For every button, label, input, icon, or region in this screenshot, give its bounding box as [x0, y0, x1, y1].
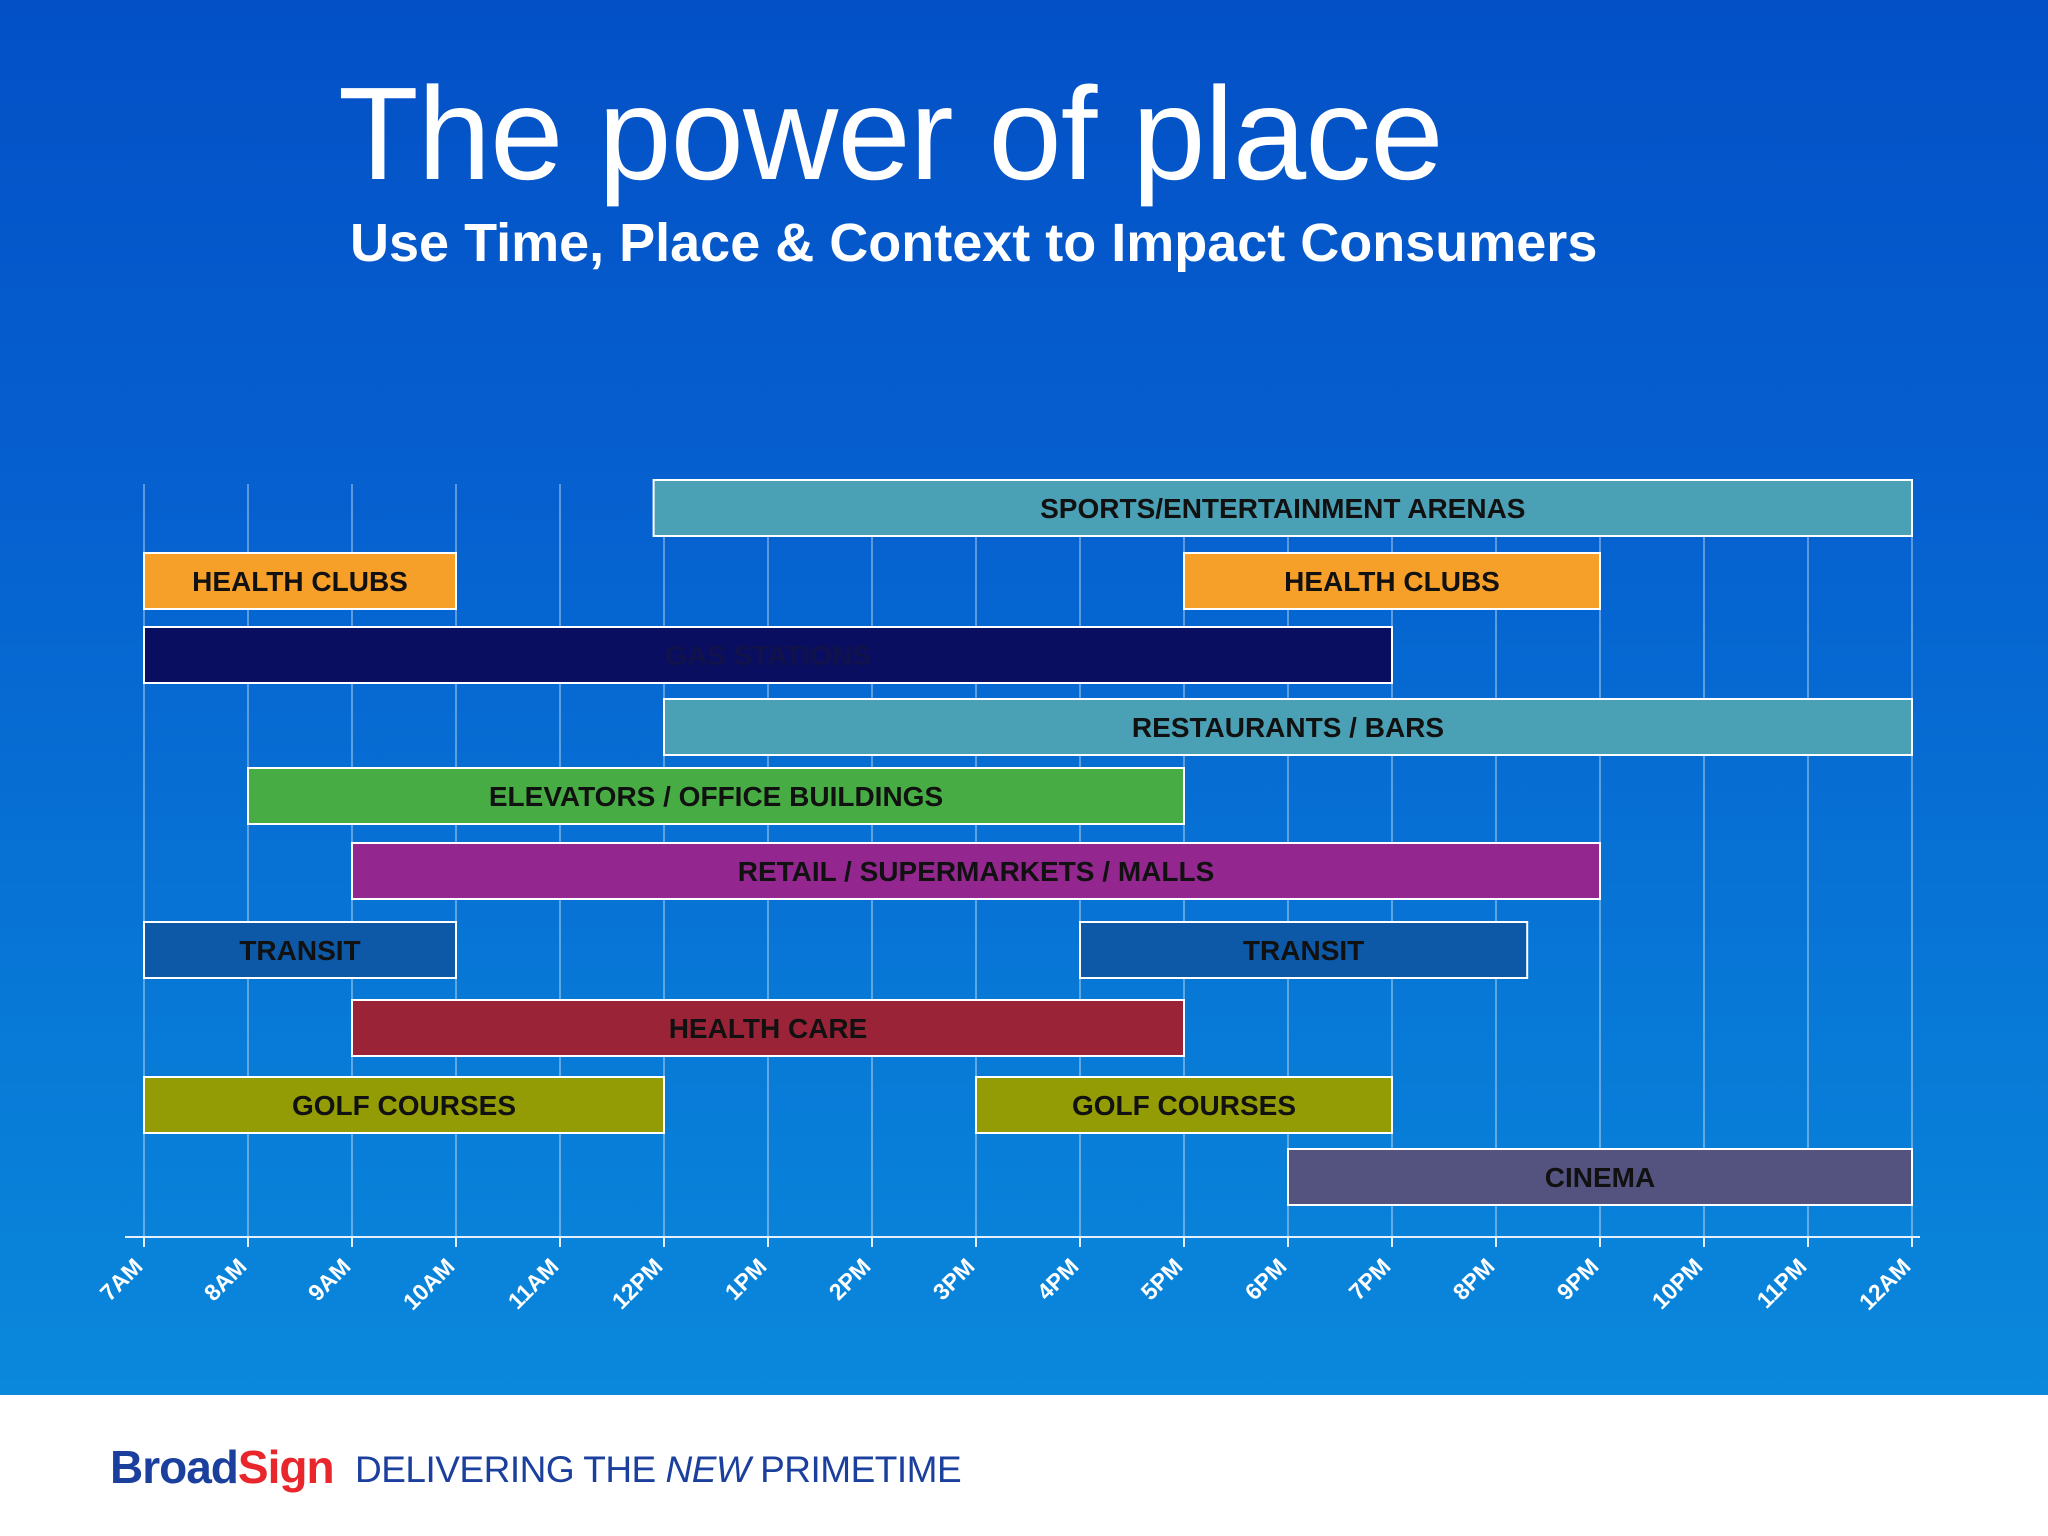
bar-label: TRANSIT: [239, 935, 360, 966]
broadsign-logo: BroadSign: [110, 1440, 335, 1494]
slide-background: The power of place Use Time, Place & Con…: [0, 0, 2048, 1395]
x-tick-label: 8AM: [199, 1253, 252, 1306]
bar: [143, 921, 457, 979]
x-tick-label: 7AM: [95, 1253, 148, 1306]
bar: [143, 1076, 665, 1134]
x-tick-label: 9AM: [303, 1253, 356, 1306]
tagline-emphasis: NEW: [665, 1449, 751, 1490]
bar: [1287, 1148, 1913, 1206]
x-tick-label: 12PM: [607, 1253, 668, 1314]
bar-label: GAS STATIONS: [665, 640, 871, 671]
brand-text-broad: Broad: [110, 1441, 239, 1493]
footer-tagline: DELIVERING THE NEW PRIMETIME: [355, 1449, 962, 1491]
bar: [351, 999, 1185, 1057]
slide-subtitle: Use Time, Place & Context to Impact Cons…: [350, 213, 1598, 273]
x-tick-label: 2PM: [824, 1253, 876, 1305]
chart-bars: SPORTS/ENTERTAINMENT ARENAS HEALTH CLUBS H…: [143, 479, 1913, 1206]
bar-label: HEALTH CLUBS: [1284, 566, 1500, 597]
bar: [143, 626, 1393, 684]
x-tick-label: 10PM: [1647, 1253, 1708, 1314]
x-tick-label: 5PM: [1136, 1253, 1188, 1305]
bar: [1079, 921, 1529, 979]
brand-text-sign: Sign: [237, 1441, 335, 1493]
x-tick-label: 10AM: [398, 1253, 460, 1315]
bar-label: HEALTH CARE: [669, 1013, 868, 1044]
slide-title: The power of place: [338, 60, 1444, 207]
bar-label: SPORTS/ENTERTAINMENT ARENAS: [1040, 493, 1525, 524]
bar: [143, 552, 457, 610]
x-tick-label: 12AM: [1854, 1253, 1916, 1315]
bar: [247, 767, 1185, 825]
x-tick-label: 9PM: [1552, 1253, 1604, 1305]
bar-label: GOLF COURSES: [292, 1090, 516, 1121]
bar-label: RESTAURANTS / BARS: [1132, 712, 1444, 743]
x-tick-label: 1PM: [720, 1253, 772, 1305]
bar-label: HEALTH CLUBS: [192, 566, 408, 597]
x-axis-ticks: 7AM 8AM 9AM 10AM 11AM 12PM 1PM 2PM 3PM 4PM 5PM 6PM 7…: [95, 1237, 1916, 1315]
timeline-chart: SPORTS/ENTERTAINMENT ARENAS HEALTH CLUBS H…: [95, 479, 1920, 1315]
bar-label: CINEMA: [1545, 1162, 1655, 1193]
x-tick-label: 11PM: [1752, 1253, 1812, 1313]
bar: [1183, 552, 1601, 610]
bar-label: ELEVATORS / OFFICE BUILDINGS: [489, 781, 943, 812]
x-tick-label: 7PM: [1344, 1253, 1396, 1305]
bar: [975, 1076, 1393, 1134]
bar: [663, 698, 1913, 756]
footer: [0, 1395, 2048, 1536]
tagline-part-1: DELIVERING THE: [355, 1449, 666, 1490]
bar: [652, 479, 1913, 537]
x-tick-label: 6PM: [1240, 1253, 1292, 1305]
bar-label: TRANSIT: [1243, 935, 1364, 966]
bar-label: GOLF COURSES: [1072, 1090, 1296, 1121]
x-tick-label: 3PM: [928, 1253, 980, 1305]
bar-label: RETAIL / SUPERMARKETS / MALLS: [738, 856, 1215, 887]
tagline-part-2: PRIMETIME: [750, 1449, 962, 1490]
x-tick-label: 8PM: [1448, 1253, 1500, 1305]
x-tick-label: 11AM: [503, 1253, 564, 1314]
bar: [351, 842, 1601, 900]
x-tick-label: 4PM: [1032, 1253, 1084, 1305]
